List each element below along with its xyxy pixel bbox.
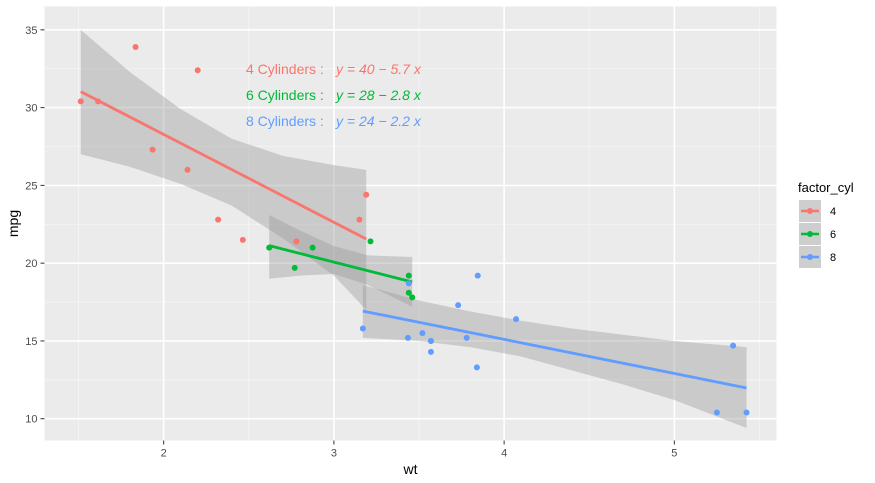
- fit-line-6: [268, 244, 413, 284]
- point-cyl-6: [367, 238, 374, 245]
- x-tick-label: 3: [331, 448, 337, 460]
- point-cyl-8: [359, 325, 366, 332]
- y-tick-label: 25: [25, 180, 37, 192]
- confidence-band-8: [362, 284, 747, 429]
- equation-annotations: 4 Cylinders : y = 40 − 5.7 x 6 Cylinders :…: [246, 61, 422, 129]
- y-tick-label: 20: [25, 258, 37, 270]
- y-tick-label: 10: [25, 414, 37, 426]
- point-cyl-8: [713, 409, 720, 416]
- point-cyl-6: [405, 289, 412, 296]
- point-cyl-8: [404, 334, 411, 341]
- equation-formula-text: y = 40 − 5.7 x: [335, 61, 422, 77]
- y-tick-label: 30: [25, 103, 37, 115]
- point-cyl-8: [473, 364, 480, 371]
- legend-key-point-8: [807, 254, 813, 260]
- point-cyl-4: [363, 191, 370, 198]
- point-cyl-6: [409, 294, 416, 301]
- legend-keys: 4 6 8: [799, 200, 836, 268]
- point-cyl-4: [194, 67, 201, 74]
- point-cyl-6: [309, 244, 316, 251]
- y-tick-label: 15: [25, 336, 37, 348]
- confidence-band-6: [269, 214, 413, 307]
- x-axis-title: wt: [403, 461, 418, 477]
- fit-line-8: [362, 309, 747, 390]
- x-tick-label: 2: [161, 448, 167, 460]
- point-cyl-8: [743, 409, 750, 416]
- legend-key-point-6: [807, 231, 813, 237]
- point-cyl-4: [95, 98, 102, 105]
- y-axis-title: mpg: [5, 210, 21, 237]
- point-cyl-4: [356, 216, 363, 223]
- x-tick-label: 4: [501, 448, 507, 460]
- y-axis: 10 15 20 25 30 35: [25, 25, 45, 426]
- point-cyl-8: [474, 272, 481, 279]
- point-cyl-4: [149, 146, 156, 153]
- point-cyl-8: [463, 334, 470, 341]
- point-cyl-4: [215, 216, 222, 223]
- legend-key-point-4: [807, 208, 813, 214]
- point-cyl-8: [427, 337, 434, 344]
- point-cyl-8: [730, 342, 737, 349]
- point-cyl-4: [239, 236, 246, 243]
- legend-label-8: 8: [830, 252, 836, 264]
- legend-title: factor_cyl: [798, 180, 854, 195]
- point-cyl-6: [405, 272, 412, 279]
- y-tick-label: 35: [25, 25, 37, 37]
- fit-lines: [80, 90, 747, 390]
- equation-group-text: 6 Cylinders :: [246, 87, 324, 103]
- equation-formula-text: y = 24 − 2.2 x: [335, 113, 422, 129]
- legend-label-4: 4: [830, 206, 836, 218]
- grid-major: [44, 6, 777, 441]
- grid-minor: [44, 6, 777, 441]
- point-cyl-4: [184, 166, 191, 173]
- legend: factor_cyl 4 6 8: [798, 180, 854, 268]
- equation-label-3: 8 Cylinders : y = 24 − 2.2 x: [246, 113, 422, 129]
- equation-label-1: 4 Cylinders : y = 40 − 5.7 x: [246, 61, 422, 77]
- equation-group-text: 4 Cylinders :: [246, 61, 324, 77]
- fit-line-4: [80, 90, 367, 241]
- point-cyl-8: [427, 348, 434, 355]
- legend-label-6: 6: [830, 229, 836, 241]
- x-tick-label: 5: [671, 448, 677, 460]
- equation-group-text: 8 Cylinders :: [246, 113, 324, 129]
- point-cyl-4: [132, 43, 139, 50]
- equation-label-2: 6 Cylinders : y = 28 − 2.8 x: [246, 87, 422, 103]
- point-cyl-4: [293, 238, 300, 245]
- point-cyl-8: [513, 316, 520, 323]
- point-cyl-6: [266, 244, 273, 251]
- point-cyl-4: [77, 98, 84, 105]
- x-axis: 2 3 4 5: [161, 440, 677, 460]
- data-points: [77, 43, 750, 416]
- point-cyl-6: [291, 264, 298, 271]
- point-cyl-8: [405, 280, 412, 287]
- equation-formula-text: y = 28 − 2.8 x: [335, 87, 422, 103]
- point-cyl-8: [455, 302, 462, 309]
- point-cyl-8: [419, 330, 426, 337]
